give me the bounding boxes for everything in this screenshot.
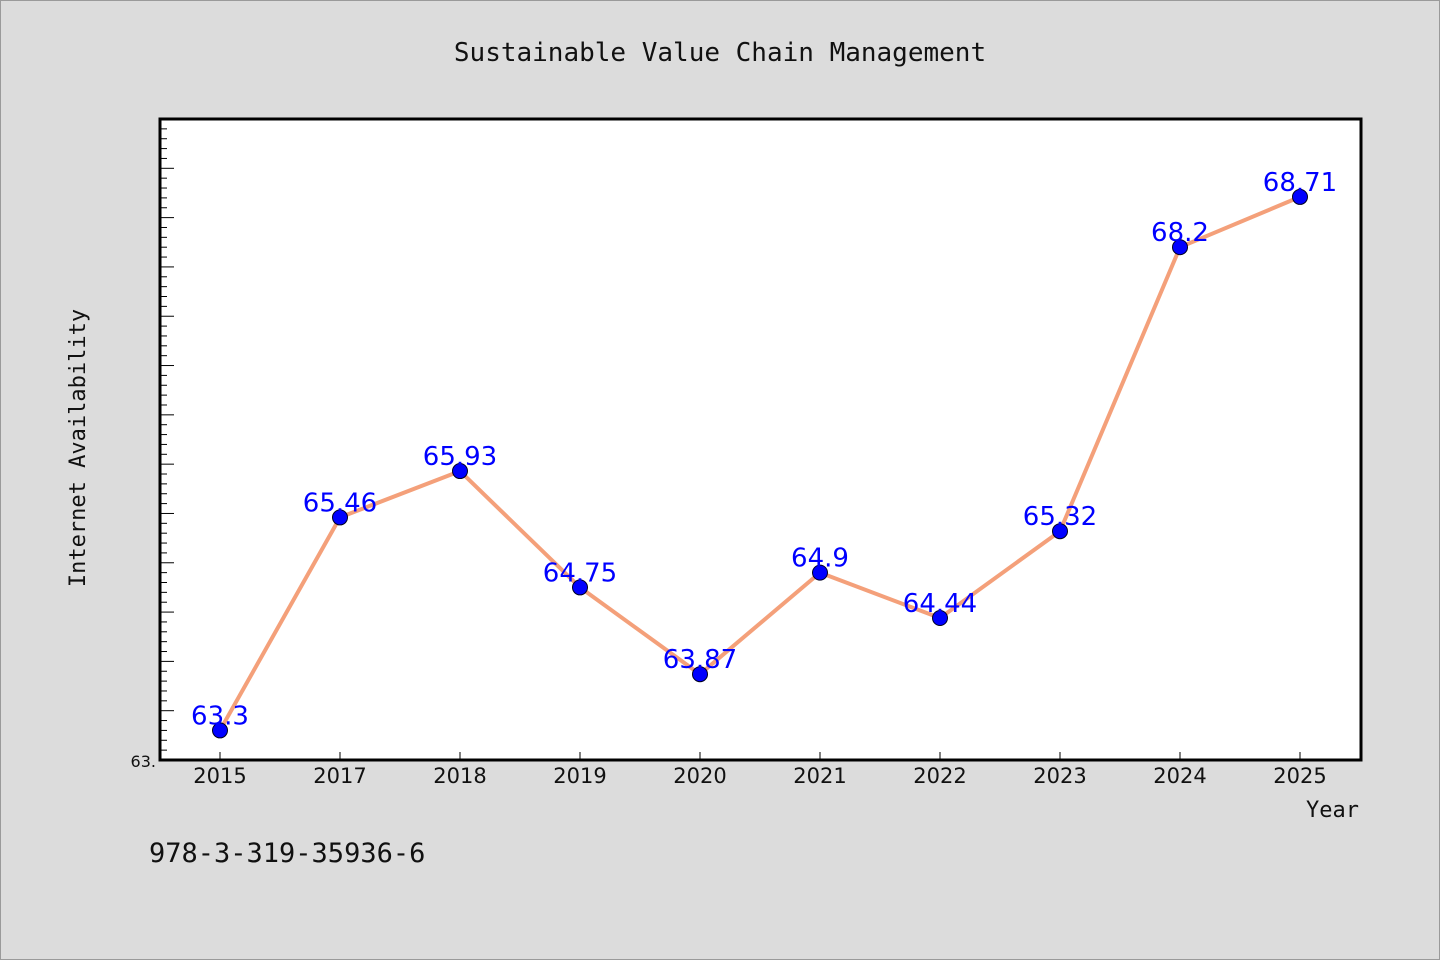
x-tick-label-2024: 2024 — [1153, 764, 1206, 788]
x-tick-label-2025: 2025 — [1273, 764, 1326, 788]
plot-frame — [158, 117, 1363, 762]
data-point-2017 — [332, 509, 348, 526]
x-tick-label-2019: 2019 — [553, 764, 606, 788]
data-point-2025 — [1292, 188, 1308, 205]
x-tick-labels: 2015 2017 2018 2019 2020 2021 2022 2023 2024 2025 — [193, 764, 1326, 788]
x-tick-label-2020: 2020 — [673, 764, 726, 788]
data-label-2020: 63.87 — [663, 645, 737, 675]
y-axis-label: Internet Availability — [66, 309, 91, 587]
series-internet-availability: 63.3 65.46 65.93 64.75 63.87 64.9 64.44 65.32 68… — [191, 168, 1337, 739]
data-label-2021: 64.9 — [791, 544, 849, 574]
y-tick-label: 63. — [131, 752, 156, 771]
footer-isbn: 978-3-319-35936-6 — [149, 838, 425, 869]
series-line — [218, 194, 1302, 733]
x-axis-label: Year — [1306, 798, 1359, 823]
data-label-2019: 64.75 — [543, 558, 617, 588]
plot-area — [160, 119, 1361, 760]
chart-title: Sustainable Value Chain Management — [454, 38, 986, 68]
data-label-2022: 64.44 — [903, 589, 977, 619]
data-label-2015: 63.3 — [191, 701, 249, 731]
x-tick-label-2021: 2021 — [793, 764, 846, 788]
data-point-2024 — [1172, 239, 1188, 256]
data-label-2024: 68.2 — [1151, 218, 1209, 248]
data-point-2018 — [452, 463, 468, 480]
data-point-2019 — [572, 579, 588, 596]
x-tick-label-2017: 2017 — [313, 764, 366, 788]
data-point-2023 — [1052, 523, 1068, 540]
data-label-2025: 68.71 — [1263, 168, 1337, 198]
x-tick-label-2015: 2015 — [193, 764, 246, 788]
data-point-2020 — [692, 666, 708, 683]
x-tick-label-2022: 2022 — [913, 764, 966, 788]
x-tick-label-2018: 2018 — [433, 764, 486, 788]
data-label-2018: 65.93 — [423, 442, 497, 472]
data-point-2021 — [812, 564, 828, 581]
data-point-2015 — [212, 722, 228, 739]
data-point-2022 — [932, 609, 948, 626]
data-label-2023: 65.32 — [1023, 502, 1097, 532]
data-label-2017: 65.46 — [303, 488, 377, 518]
x-tick-label-2023: 2023 — [1033, 764, 1086, 788]
